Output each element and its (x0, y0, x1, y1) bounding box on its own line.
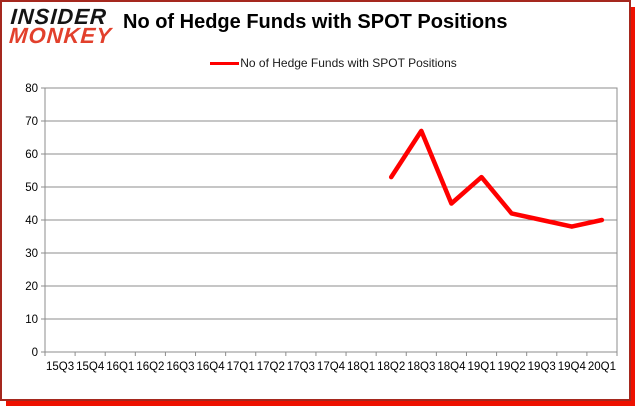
legend-label: No of Hedge Funds with SPOT Positions (240, 56, 457, 70)
chart-panel-frame (0, 0, 631, 401)
x-axis-label: 18Q2 (377, 361, 405, 373)
plot-border (44, 87, 618, 353)
y-axis-label: 70 (25, 116, 38, 128)
chart-legend: No of Hedge Funds with SPOT Positions (0, 56, 637, 70)
x-axis-label: 19Q2 (498, 361, 526, 373)
series-line (388, 128, 605, 229)
x-axis-label: 17Q3 (287, 361, 315, 373)
x-axis-label: 19Q1 (467, 361, 495, 373)
chart-title: No of Hedge Funds with SPOT Positions (123, 11, 508, 33)
x-axis-label: 18Q4 (437, 361, 466, 373)
x-axis-label: 16Q2 (136, 361, 164, 373)
x-axis-label: 16Q3 (166, 361, 194, 373)
x-axis-label: 15Q4 (76, 361, 105, 373)
x-axis-label: 17Q4 (317, 361, 346, 373)
y-axis-label: 40 (25, 215, 38, 227)
legend-line-swatch (210, 61, 240, 65)
y-axis-label: 20 (25, 281, 38, 293)
y-axis-label: 50 (25, 182, 38, 194)
x-axis-label: 20Q1 (588, 361, 616, 373)
x-axis-label: 19Q3 (528, 361, 556, 373)
x-axis-label: 17Q1 (227, 361, 255, 373)
x-axis-label: 19Q4 (558, 361, 587, 373)
x-axis-label: 18Q3 (407, 361, 435, 373)
x-axis-label: 18Q1 (347, 361, 375, 373)
y-axis-label: 60 (25, 149, 38, 161)
x-axis-label: 16Q1 (106, 361, 134, 373)
x-axis-label: 15Q3 (46, 361, 74, 373)
x-axis-label: 16Q4 (197, 361, 226, 373)
y-axis-label: 30 (25, 248, 38, 260)
y-axis-label: 0 (32, 347, 38, 359)
x-axis-label: 17Q2 (257, 361, 285, 373)
y-axis-label: 10 (25, 314, 38, 326)
y-axis-label: 80 (25, 83, 38, 95)
